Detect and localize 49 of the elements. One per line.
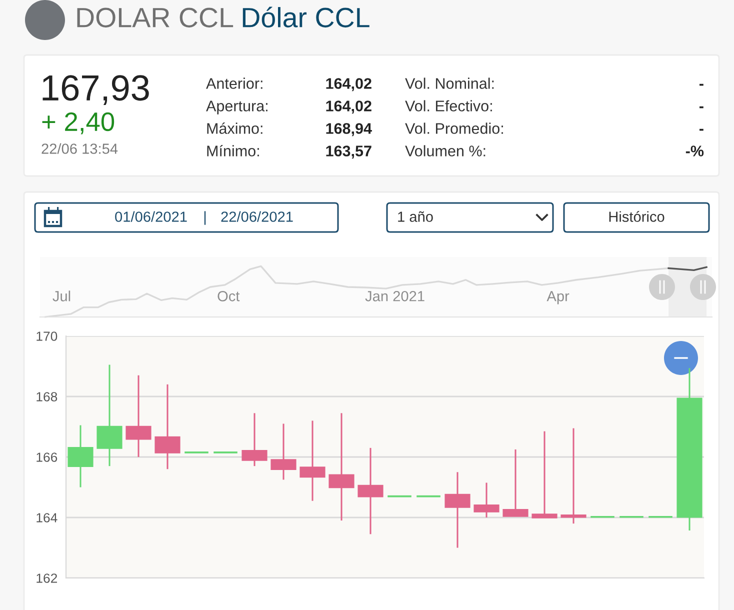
candlestick [270, 422, 296, 480]
text: Histórico [609, 211, 664, 222]
text: 22/06/2021 [221, 211, 293, 222]
candlestick [358, 447, 384, 535]
y-tick-label: 166 [36, 452, 58, 462]
text: Dólar CCL [242, 6, 370, 28]
candlestick [126, 374, 152, 458]
text: Apertura: [206, 100, 268, 114]
candlestick [560, 427, 586, 524]
text: Vol. Efectivo: [405, 100, 492, 112]
text: 164,02 [326, 100, 372, 114]
text: Máximo: [207, 122, 262, 134]
text: - [700, 106, 704, 108]
text: 168,94 [326, 123, 372, 136]
x-tick-label: Apr [546, 291, 570, 304]
candlestick [242, 412, 268, 467]
candlestick [474, 482, 500, 518]
x-tick-label: Oct [218, 290, 240, 302]
x-tick-label: Jan 2021 [365, 290, 424, 302]
candlestick [68, 424, 94, 488]
text: 22/06 13:54 [42, 143, 118, 154]
x-tick-label: Jul [52, 290, 70, 302]
text: Volumen %: [405, 145, 486, 156]
text: Vol. Nominal: [405, 78, 494, 89]
text: 163,57 [326, 146, 372, 159]
text: -% [686, 146, 704, 156]
text: - [700, 84, 704, 86]
text: 167,93 [42, 75, 149, 105]
text: Anterior: [206, 78, 262, 89]
candlestick [96, 364, 122, 467]
text: - [700, 128, 704, 131]
text: | [204, 211, 206, 225]
text: Vol. Promedio: [405, 122, 503, 134]
candlestick [300, 420, 326, 502]
y-tick-label: 162 [36, 574, 58, 583]
candlestick [502, 448, 528, 517]
text: DOLAR CCL [77, 8, 234, 28]
text: Mínimo: [207, 145, 259, 156]
text: 1 año [398, 211, 433, 222]
y-tick-label: 170 [36, 332, 58, 341]
candlestick [444, 471, 470, 549]
candlestick [154, 384, 180, 470]
text: + 2,40 [42, 112, 114, 134]
y-tick-label: 164 [36, 513, 58, 522]
y-tick-label: 168 [36, 392, 58, 402]
text: 164,02 [326, 78, 372, 92]
text: 01/06/2021 [115, 211, 187, 222]
candlestick [328, 412, 354, 522]
candlestick [532, 430, 558, 518]
